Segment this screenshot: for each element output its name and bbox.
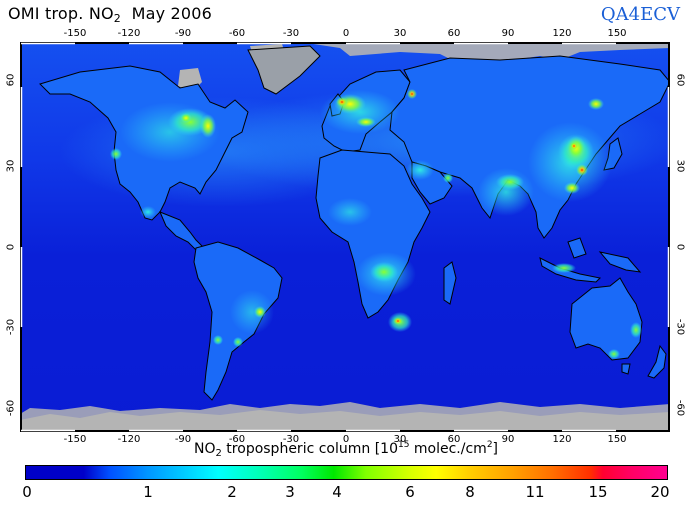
lon-tick-bottom: -90 (174, 434, 192, 445)
cb-title-sub: 2 (215, 448, 222, 459)
cb-title-text: NO (193, 441, 216, 457)
colorbar-label: 3 (285, 483, 295, 501)
cb-title-unit-sup: 2 (486, 440, 493, 450)
no2-hotspots (110, 89, 642, 359)
colorbar-label: 8 (465, 483, 475, 501)
lat-tick-right: 30 (674, 159, 686, 173)
lat-tick-left: -30 (5, 318, 17, 336)
colorbar-label: 15 (588, 483, 608, 501)
lon-tick-bottom: -150 (63, 434, 87, 445)
lon-tick-top: 60 (447, 28, 461, 39)
lat-tick-right: 0 (674, 243, 686, 251)
colorbar (25, 465, 668, 480)
cb-title-end: ] (492, 441, 499, 457)
lon-tick-top: 0 (342, 28, 350, 39)
brand-label: QA4ECV (600, 4, 680, 25)
lon-tick-top: 120 (552, 28, 572, 39)
lon-tick-top: 90 (501, 28, 515, 39)
title-date: May 2006 (131, 4, 213, 23)
lon-tick-bottom: 90 (501, 434, 515, 445)
colorbar-label: 0 (22, 483, 32, 501)
cb-title-sup: 15 (398, 440, 410, 450)
colorbar-label: 20 (650, 483, 670, 501)
lon-tick-bottom: 60 (447, 434, 461, 445)
map-title: OMI trop. NO2 May 2006 (8, 4, 212, 25)
lat-tick-left: -60 (5, 399, 17, 417)
lat-tick-left: 60 (5, 73, 17, 87)
lon-tick-bottom: 30 (393, 434, 407, 445)
land-masses (39, 45, 670, 401)
australia (569, 277, 643, 361)
lon-tick-bottom: 150 (607, 434, 627, 445)
title-subscript: 2 (113, 12, 121, 25)
frame-tick-segments (20, 42, 670, 432)
lon-tick-top: -30 (282, 28, 300, 39)
lon-tick-bottom: -120 (117, 434, 141, 445)
lon-tick-bottom: -30 (282, 434, 300, 445)
lon-tick-top: -90 (174, 28, 192, 39)
lon-tick-bottom: 120 (552, 434, 572, 445)
no2-map (20, 42, 670, 432)
cb-title-text: tropospheric column [10 (221, 441, 398, 457)
colorbar-label: 11 (525, 483, 545, 501)
lon-tick-top: -120 (117, 28, 141, 39)
lat-tick-right: -60 (674, 399, 686, 417)
lat-tick-left: 30 (5, 159, 17, 173)
cb-title-unit: molec./cm (409, 441, 487, 457)
lon-tick-top: 30 (393, 28, 407, 39)
colorbar-label: 2 (227, 483, 237, 501)
lon-tick-top: -150 (63, 28, 87, 39)
lon-tick-top: -60 (228, 28, 246, 39)
lon-tick-top: 150 (607, 28, 627, 39)
lon-tick-bottom: 0 (342, 434, 350, 445)
map-frame (20, 42, 670, 432)
colorbar-title: NO2 tropospheric column [1015 molec./cm2… (0, 440, 692, 459)
colorbar-label: 1 (143, 483, 153, 501)
colorbar-label: 6 (405, 483, 415, 501)
lon-tick-bottom: -60 (228, 434, 246, 445)
title-text: OMI trop. NO (8, 4, 114, 23)
lat-tick-right: -30 (674, 318, 686, 336)
lat-tick-left: 0 (5, 243, 17, 251)
colorbar-label: 4 (332, 483, 342, 501)
lat-tick-right: 60 (674, 73, 686, 87)
